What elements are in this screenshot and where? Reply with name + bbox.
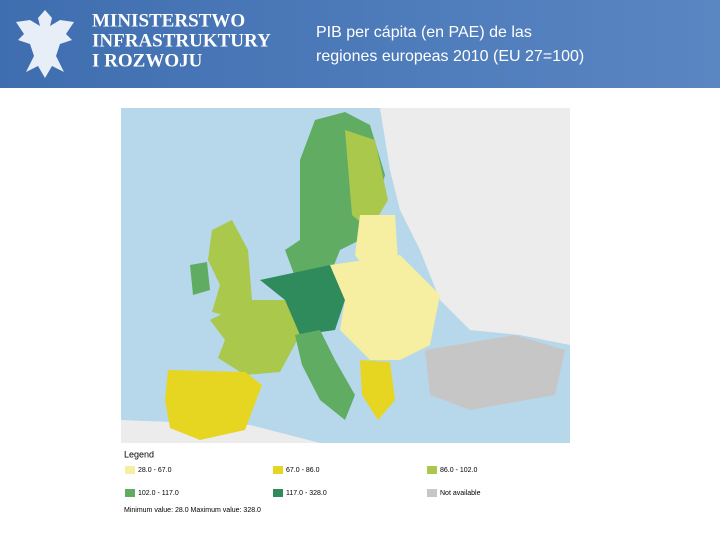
slide-title: regiones europeas 2010 (EU 27=100) [316,48,584,65]
map [121,108,570,443]
iberia [165,370,262,440]
turkey [425,335,565,410]
uk [208,220,252,318]
legend-label: 117.0 - 328.0 [286,490,327,497]
legend-swatch [273,466,283,474]
header-bar [0,0,720,88]
legend-swatch [125,489,135,497]
legend-swatch [273,489,283,497]
slide-title: PIB per cápita (en PAE) de las [316,24,532,41]
legend-swatch [427,489,437,497]
east-europe [330,255,440,360]
france [210,300,300,375]
greece [360,360,395,420]
legend-label: 86.0 - 102.0 [440,467,477,474]
ministry-line: MINISTERSTWO [92,10,245,31]
legend-note: Minimum value: 28.0 Maximum value: 328.0 [124,507,261,514]
legend-label: 28.0 - 67.0 [138,467,172,474]
central-west [260,265,345,335]
italy [295,330,355,420]
ministry-line: I ROZWOJU [92,50,203,71]
legend-label: 67.0 - 86.0 [286,467,320,474]
ministry-line: INFRASTRUKTURY [92,30,271,51]
legend-swatch [125,466,135,474]
non-eu-land [380,108,570,345]
eagle-logo [16,10,74,78]
ireland [190,262,210,295]
legend: 28.0 - 67.0 67.0 - 86.0 86.0 - 102.0 102.0 … [125,466,481,497]
finland [345,130,388,230]
legend-swatch [427,466,437,474]
legend-title: Legend [124,449,154,459]
legend-label: 102.0 - 117.0 [138,490,179,497]
legend-label: Not available [440,490,481,497]
